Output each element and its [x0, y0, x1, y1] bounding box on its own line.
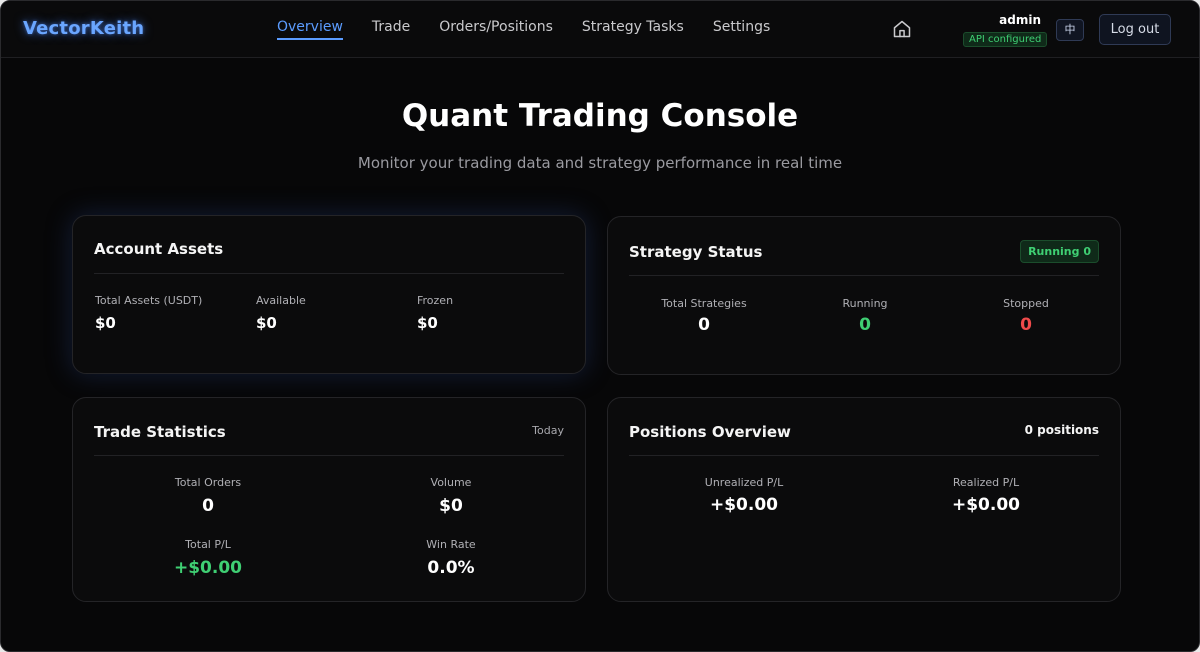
api-status-badge: API configured: [963, 32, 1048, 47]
running-label: Running: [842, 297, 888, 310]
user-info: admin API configured: [963, 13, 1048, 47]
main-nav: Overview Trade Orders/Positions Strategy…: [277, 19, 799, 40]
page-subtitle: Monitor your trading data and strategy p…: [357, 154, 843, 172]
card-title: Account Assets: [94, 240, 224, 258]
home-icon[interactable]: [892, 19, 912, 39]
total-strategies-value: 0: [698, 315, 710, 335]
stopped-label: Stopped: [1003, 297, 1049, 310]
total-assets-value: $0: [95, 314, 116, 332]
total-pl-label: Total P/L: [185, 538, 231, 551]
nav-trade[interactable]: Trade: [371, 19, 411, 35]
nav-overview[interactable]: Overview: [277, 19, 343, 40]
total-pl-value: +$0.00: [173, 558, 243, 578]
period-label: Today: [532, 424, 564, 437]
frozen-value: $0: [417, 314, 438, 332]
card-title: Trade Statistics: [94, 423, 226, 441]
total-strategies-label: Total Strategies: [661, 297, 747, 310]
username: admin: [999, 13, 1041, 27]
page-title: Quant Trading Console: [401, 98, 799, 134]
total-orders-value: 0: [202, 496, 214, 516]
win-rate-value: 0.0%: [427, 558, 475, 578]
strategy-status-card: Strategy Status Running 0 Total Strategi…: [607, 216, 1121, 375]
volume-label: Volume: [430, 476, 472, 489]
win-rate-label: Win Rate: [426, 538, 476, 551]
unrealized-pl-value: +$0.00: [709, 495, 779, 515]
running-count-badge: Running 0: [1020, 240, 1099, 263]
total-orders-label: Total Orders: [174, 476, 242, 489]
positions-count: 0 positions: [1024, 423, 1099, 437]
card-title: Positions Overview: [629, 423, 791, 441]
card-header: Positions Overview 0 positions: [629, 398, 1099, 456]
trade-statistics-card: Trade Statistics Today Total Orders 0 Vo…: [72, 397, 586, 602]
unrealized-pl-label: Unrealized P/L: [704, 476, 784, 489]
card-header: Account Assets: [94, 216, 564, 274]
nav-strategy-tasks[interactable]: Strategy Tasks: [581, 19, 684, 35]
account-assets-card: Account Assets Total Assets (USDT) $0 Av…: [72, 215, 586, 374]
card-header: Trade Statistics Today: [94, 398, 564, 456]
nav-settings[interactable]: Settings: [712, 19, 771, 35]
card-header: Strategy Status Running 0: [629, 217, 1099, 276]
app-logo[interactable]: VectorKeith: [23, 18, 145, 39]
positions-overview-card: Positions Overview 0 positions Unrealize…: [607, 397, 1121, 602]
card-title: Strategy Status: [629, 243, 763, 261]
top-header: VectorKeith Overview Trade Orders/Positi…: [1, 1, 1199, 58]
language-toggle-button[interactable]: 中: [1056, 19, 1084, 41]
available-value: $0: [256, 314, 277, 332]
realized-pl-value: +$0.00: [951, 495, 1021, 515]
logout-button[interactable]: Log out: [1099, 14, 1171, 45]
available-label: Available: [256, 294, 306, 307]
frozen-label: Frozen: [417, 294, 454, 307]
realized-pl-label: Realized P/L: [952, 476, 1020, 489]
total-assets-label: Total Assets (USDT): [95, 294, 203, 307]
stopped-value: 0: [1020, 315, 1032, 335]
volume-value: $0: [439, 496, 463, 516]
nav-orders-positions[interactable]: Orders/Positions: [439, 19, 553, 35]
running-value: 0: [859, 315, 871, 335]
